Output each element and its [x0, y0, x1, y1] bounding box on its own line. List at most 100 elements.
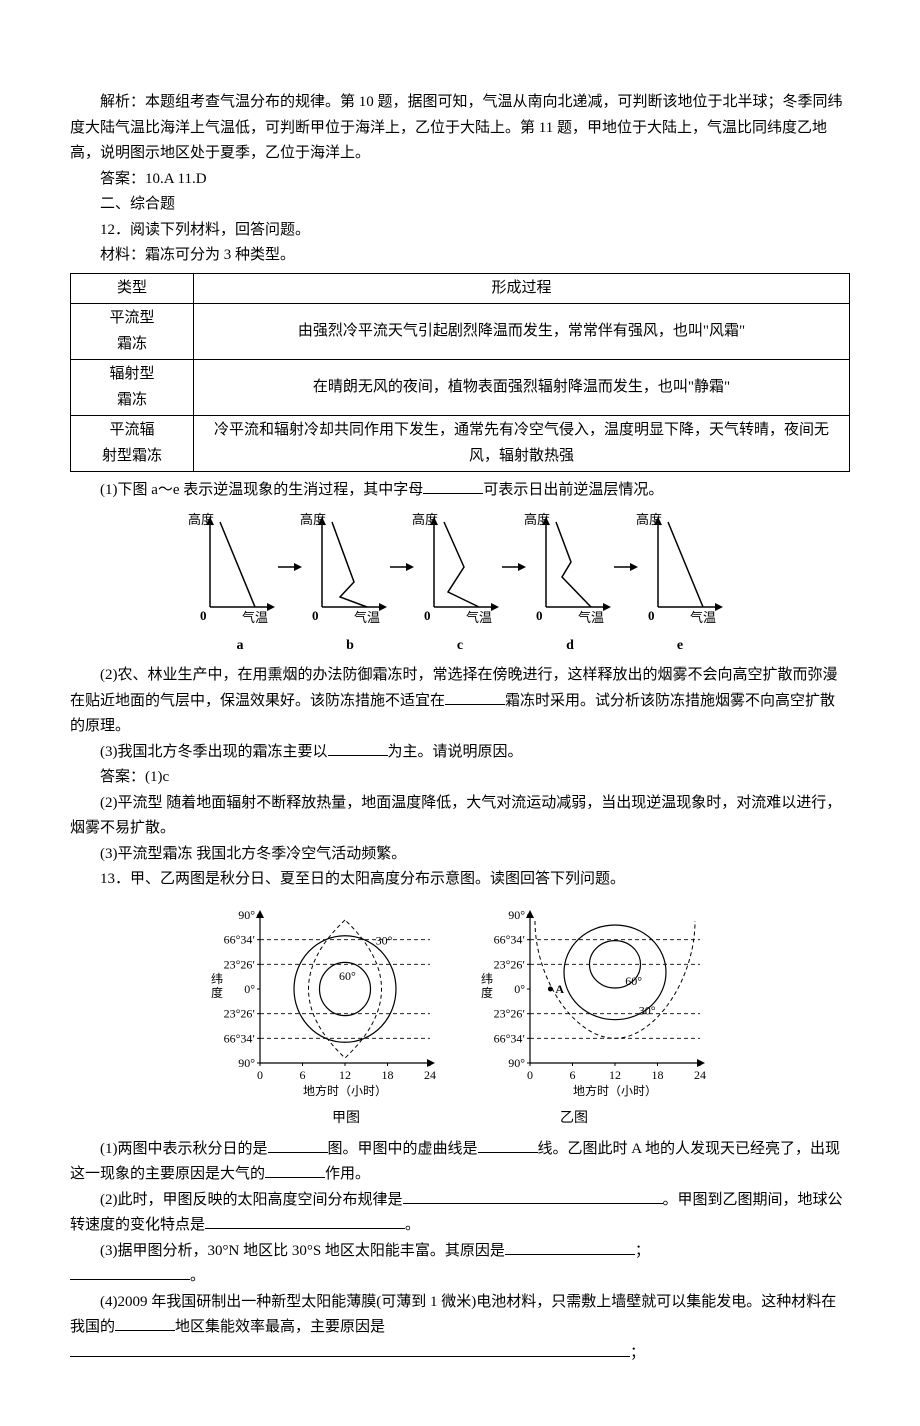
svg-text:24: 24 [424, 1068, 436, 1082]
blank [328, 740, 388, 756]
svg-text:6: 6 [570, 1068, 576, 1082]
svg-text:60°: 60° [625, 974, 642, 988]
q12-answer-1: 答案：(1)c [70, 765, 850, 791]
sun-diagram-a: 90°66°34′23°26′0°23°26′66°34′90°06121824… [205, 903, 445, 1103]
table-cell-process: 由强烈冷平流天气引起剧烈降温而发生，常常伴有强风，也叫"风霜" [194, 304, 850, 360]
svg-text:23°26′: 23°26′ [494, 957, 526, 971]
svg-text:18: 18 [382, 1068, 394, 1082]
svg-text:6: 6 [300, 1068, 306, 1082]
svg-text:高度: 高度 [188, 512, 214, 527]
svg-text:高度: 高度 [636, 512, 662, 527]
q13-intro: 13．甲、乙两图是秋分日、夏至日的太阳高度分布示意图。读图回答下列问题。 [70, 867, 850, 893]
q13-2: (2)此时，甲图反映的太阳高度空间分布规律是。甲图到乙图期间，地球公转速度的变化… [70, 1188, 850, 1239]
svg-text:90°: 90° [238, 1056, 255, 1070]
sun-captions: 甲图 乙图 [70, 1107, 850, 1131]
svg-text:66°34′: 66°34′ [494, 1031, 526, 1045]
q13-1: (1)两图中表示秋分日的是图。甲图中的虚曲线是线。乙图此时 A 地的人发现天已经… [70, 1137, 850, 1188]
q12-1-text-a: (1)下图 a～e 表示逆温现象的生消过程，其中字母 [100, 482, 423, 498]
svg-text:高度: 高度 [300, 512, 326, 527]
table-head-type: 类型 [71, 273, 194, 304]
sun-diagram-b: 90°66°34′23°26′0°23°26′66°34′90°06121824… [475, 903, 715, 1103]
svg-text:90°: 90° [238, 908, 255, 922]
diagram-label-c: c [405, 634, 515, 658]
table-row: 平流辐 射型霜冻 冷平流和辐射冷却共同作用下发生，通常先有冷空气侵入，温度明显下… [71, 416, 850, 472]
svg-text:气温: 气温 [578, 610, 604, 625]
q12-1: (1)下图 a～e 表示逆温现象的生消过程，其中字母可表示日出前逆温层情况。 [70, 478, 850, 504]
svg-text:0: 0 [648, 608, 655, 623]
svg-text:气温: 气温 [242, 610, 268, 625]
blank [505, 1239, 635, 1255]
table-cell-type: 平流辐 射型霜冻 [71, 416, 194, 472]
table-cell-process: 冷平流和辐射冷却共同作用下发生，通常先有冷空气侵入，温度明显下降，天气转晴，夜间… [194, 416, 850, 472]
q13-4-b: 地区集能效率最高，主要原因是 [175, 1319, 385, 1335]
svg-text:高度: 高度 [412, 512, 438, 527]
svg-text:24: 24 [694, 1068, 706, 1082]
q13-4: (4)2009 年我国研制出一种新型太阳能薄膜(可薄到 1 微米)电池材料，只需… [70, 1290, 850, 1367]
inversion-labels: a b c d e [70, 634, 850, 658]
diagram-label-b: b [295, 634, 405, 658]
q12-3-text-b: 为主。请说明原因。 [388, 744, 523, 760]
inversion-svg: 高度0气温高度0气温高度0气温高度0气温高度0气温 [180, 512, 740, 632]
svg-text:0: 0 [200, 608, 207, 623]
table-row: 辐射型 霜冻 在晴朗无风的夜间，植物表面强烈辐射降温而发生，也叫"静霜" [71, 360, 850, 416]
blank [445, 689, 505, 705]
q13-1-a: (1)两图中表示秋分日的是 [100, 1141, 268, 1157]
svg-text:0°: 0° [244, 982, 255, 996]
blank [403, 1188, 663, 1204]
svg-text:30°: 30° [639, 1003, 656, 1017]
svg-text:地方时（小时）: 地方时（小时） [303, 1083, 387, 1098]
svg-text:66°34′: 66°34′ [494, 932, 526, 946]
diagram-label-e: e [625, 634, 735, 658]
svg-text:0°: 0° [514, 982, 525, 996]
svg-text:高度: 高度 [524, 512, 550, 527]
sun-caption-b: 乙图 [560, 1107, 588, 1131]
table-cell-process: 在晴朗无风的夜间，植物表面强烈辐射降温而发生，也叫"静霜" [194, 360, 850, 416]
q12-material: 材料：霜冻可分为 3 种类型。 [70, 243, 850, 269]
table-row: 平流型 霜冻 由强烈冷平流天气引起剧烈降温而发生，常常伴有强风，也叫"风霜" [71, 304, 850, 360]
inversion-diagram: 高度0气温高度0气温高度0气温高度0气温高度0气温 [70, 512, 850, 632]
svg-text:地方时（小时）: 地方时（小时） [573, 1083, 657, 1098]
q13-1-b: 图。甲图中的虚曲线是 [328, 1141, 478, 1157]
q13-4-c: ； [630, 1345, 645, 1361]
table-head-process: 形成过程 [194, 273, 850, 304]
q12-answer-3: (3)平流型霜冻 我国北方冬季冷空气活动频繁。 [70, 842, 850, 868]
blank [268, 1137, 328, 1153]
diagram-label-a: a [185, 634, 295, 658]
svg-text:纬度: 纬度 [481, 972, 493, 1000]
table-cell-type: 平流型 霜冻 [71, 304, 194, 360]
svg-text:气温: 气温 [690, 610, 716, 625]
svg-text:0: 0 [312, 608, 319, 623]
svg-text:90°: 90° [508, 908, 525, 922]
blank [423, 478, 483, 494]
svg-text:12: 12 [609, 1068, 621, 1082]
blank [265, 1162, 325, 1178]
blank [115, 1315, 175, 1331]
svg-text:气温: 气温 [466, 610, 492, 625]
q12-answer-2: (2)平流型 随着地面辐射不断释放热量，地面温度降低，大气对流运动减弱，当出现逆… [70, 791, 850, 842]
sun-caption-a: 甲图 [332, 1107, 360, 1131]
blank [70, 1341, 630, 1357]
q12-2: (2)农、林业生产中，在用熏烟的办法防御霜冻时，常选择在傍晚进行，这样释放出的烟… [70, 663, 850, 740]
blank [70, 1264, 190, 1280]
q13-2-c: 。 [405, 1217, 420, 1233]
table-cell-type: 辐射型 霜冻 [71, 360, 194, 416]
svg-text:60°: 60° [339, 969, 356, 983]
svg-text:18: 18 [652, 1068, 664, 1082]
q12-3: (3)我国北方冬季出现的霜冻主要以 为主。请说明原因。 [70, 740, 850, 766]
svg-text:0: 0 [527, 1068, 533, 1082]
svg-text:12: 12 [339, 1068, 351, 1082]
svg-text:纬度: 纬度 [211, 972, 223, 1000]
sun-diagrams: 90°66°34′23°26′0°23°26′66°34′90°06121824… [70, 903, 850, 1103]
blank [478, 1137, 538, 1153]
svg-text:90°: 90° [508, 1056, 525, 1070]
q12-3-text-a: (3)我国北方冬季出现的霜冻主要以 [100, 744, 328, 760]
q13-1-d: 作用。 [325, 1166, 370, 1182]
diagram-label-d: d [515, 634, 625, 658]
answer-10-11: 答案：10.A 11.D [70, 167, 850, 193]
svg-text:23°26′: 23°26′ [224, 1006, 256, 1020]
svg-text:23°26′: 23°26′ [224, 957, 256, 971]
svg-text:0: 0 [536, 608, 543, 623]
q13-3-c: 。 [190, 1268, 205, 1284]
analysis-text: 解析：本题组考查气温分布的规律。第 10 题，据图可知，气温从南向北递减，可判断… [70, 90, 850, 167]
q13-3: (3)据甲图分析，30°N 地区比 30°S 地区太阳能丰富。其原因是；。 [70, 1239, 850, 1290]
